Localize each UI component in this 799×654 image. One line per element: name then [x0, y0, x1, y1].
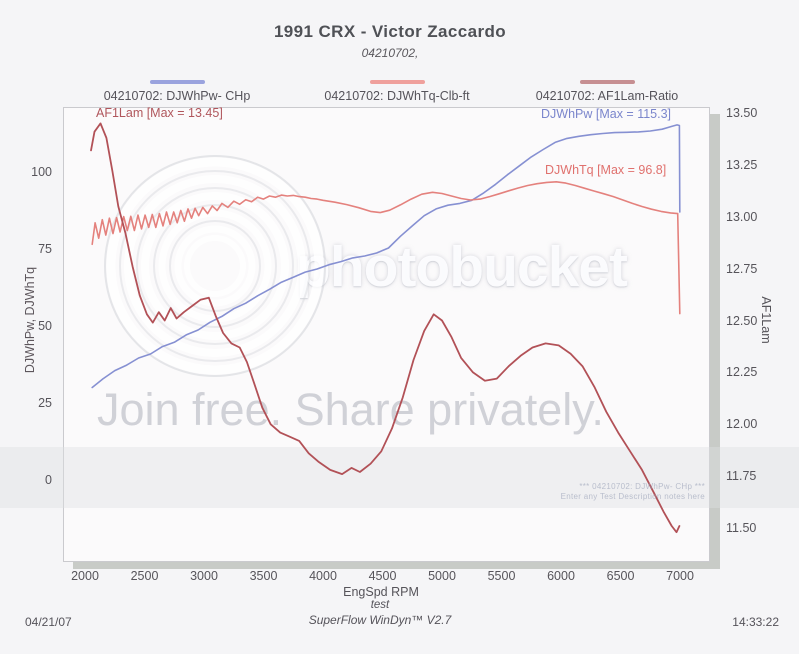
x-tick-label: 4500 [368, 569, 397, 583]
x-tick-label: 6500 [606, 569, 635, 583]
footer-time: 14:33:22 [732, 615, 779, 629]
power-max-annotation: DJWhPw [Max = 115.3] [541, 107, 672, 121]
power-line-swatch [149, 80, 205, 84]
lambda-line-swatch [579, 80, 635, 84]
x-tick-label: 2000 [71, 569, 99, 583]
y-tick-label-left: 0 [45, 472, 52, 487]
y-tick-label-left: 25 [38, 395, 52, 410]
y-tick-label-right: 13.50 [726, 106, 758, 121]
x-tick-label: 2500 [130, 569, 159, 583]
test-note-line2: Enter any Test Description notes here [560, 492, 705, 501]
x-tick-label: 3500 [249, 569, 278, 583]
x-tick-label: 4000 [309, 569, 337, 583]
y-tick-label-right: 13.00 [726, 209, 758, 224]
x-axis-title: EngSpd RPM [343, 585, 419, 599]
legend-item-lambda: 04210702: AF1Lam-Ratio [524, 80, 690, 105]
test-note-line1: *** 04210702: DJWhPw- CHp *** [579, 482, 705, 491]
y-tick-label-right: 12.50 [726, 313, 758, 328]
footer-date: 04/21/07 [25, 615, 72, 629]
y-tick-label-right: 11.50 [726, 521, 757, 536]
page-title: 1991 CRX - Victor Zaccardo [273, 22, 507, 41]
legend-label-torque: 04210702: DJWhTq-Clb-ft [324, 89, 470, 103]
y-tick-label-right: 12.00 [726, 417, 758, 432]
lambda-max-annotation: AF1Lam [Max = 13.45] [96, 106, 223, 120]
y-tick-label-right: 11.75 [726, 469, 757, 484]
legend-item-torque: 04210702: DJWhTq-Clb-ft [312, 80, 482, 105]
footer-test-name: test [370, 599, 390, 611]
legend-label-power: 04210702: DJWhPw- CHp [103, 89, 251, 103]
torque-line-swatch [369, 80, 425, 84]
y-tick-label-left: 100 [31, 164, 52, 179]
x-tick-label: 6000 [547, 569, 575, 583]
x-tick-label: 5000 [428, 569, 456, 583]
legend-item-power: 04210702: DJWhPw- CHp [93, 80, 261, 105]
x-tick-label: 7000 [666, 569, 694, 583]
y-tick-label-right: 12.25 [726, 365, 758, 380]
page-subtitle: 04210702, [361, 46, 419, 60]
y-tick-label-left: 75 [38, 241, 52, 256]
y-tick-label-left: 50 [38, 318, 52, 333]
legend-label-lambda: 04210702: AF1Lam-Ratio [535, 89, 679, 103]
torque-max-annotation: DJWhTq [Max = 96.8] [545, 163, 667, 177]
footer-software: SuperFlow WinDyn™ V2.7 [308, 613, 452, 627]
x-tick-label: 3000 [190, 569, 218, 583]
y-tick-label-right: 12.75 [726, 261, 758, 276]
x-tick-label: 5500 [487, 569, 516, 583]
y-tick-label-right: 13.25 [726, 157, 758, 172]
